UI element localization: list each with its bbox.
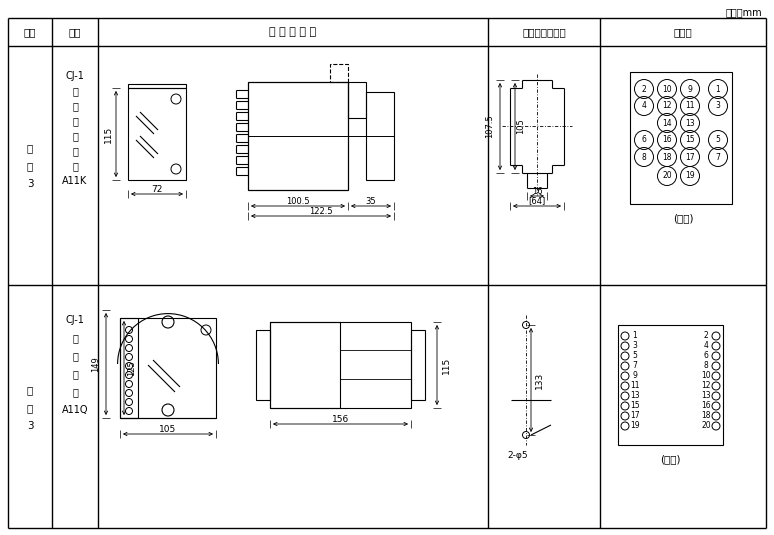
- Text: 19: 19: [685, 172, 695, 180]
- Text: CJ-1: CJ-1: [66, 71, 84, 81]
- Text: 9: 9: [632, 371, 638, 380]
- Text: 107.5: 107.5: [485, 114, 495, 139]
- Text: 11: 11: [685, 102, 695, 111]
- Text: 入: 入: [72, 101, 78, 111]
- Text: 端子图: 端子图: [673, 27, 693, 37]
- Text: 13: 13: [630, 392, 640, 401]
- Text: 12: 12: [663, 102, 672, 111]
- Text: 1: 1: [632, 332, 637, 340]
- Text: 图号: 图号: [24, 27, 36, 37]
- Text: 2-φ5: 2-φ5: [508, 450, 529, 460]
- Text: 6: 6: [704, 351, 708, 361]
- Text: 7: 7: [715, 152, 721, 162]
- Text: 10: 10: [663, 85, 672, 94]
- Text: 14: 14: [663, 118, 672, 127]
- Text: 15: 15: [630, 401, 640, 410]
- Text: 8: 8: [704, 362, 708, 371]
- Text: 17: 17: [630, 411, 640, 421]
- Text: 接: 接: [72, 146, 78, 156]
- Bar: [411, 330, 425, 400]
- Text: 板: 板: [72, 333, 78, 343]
- Text: 12: 12: [701, 381, 711, 391]
- Bar: [256, 330, 270, 400]
- Text: 线: 线: [72, 161, 78, 171]
- Bar: [120, 318, 138, 418]
- Bar: [330, 64, 348, 82]
- Text: 13: 13: [685, 118, 695, 127]
- Text: 20: 20: [663, 172, 672, 180]
- Text: 115: 115: [441, 356, 450, 373]
- Text: 8: 8: [642, 152, 646, 162]
- Bar: [618, 325, 723, 445]
- Text: 11: 11: [630, 381, 640, 391]
- Text: 2: 2: [704, 332, 708, 340]
- Text: 1: 1: [716, 85, 721, 94]
- Bar: [120, 318, 216, 418]
- Text: 式: 式: [72, 116, 78, 126]
- Text: 3: 3: [26, 179, 33, 189]
- Text: 图: 图: [27, 161, 33, 171]
- Text: 105: 105: [159, 424, 176, 433]
- Text: 156: 156: [332, 415, 349, 424]
- Bar: [128, 88, 186, 180]
- Text: 72: 72: [151, 185, 163, 194]
- Text: 115: 115: [104, 125, 112, 143]
- Text: 5: 5: [715, 135, 721, 144]
- Text: 16: 16: [701, 401, 711, 410]
- Text: 3: 3: [26, 421, 33, 431]
- Text: 35: 35: [365, 196, 376, 205]
- Text: 前: 前: [72, 351, 78, 361]
- Text: 外 形 尺 寸 图: 外 形 尺 寸 图: [269, 27, 317, 37]
- Text: 7: 7: [632, 362, 638, 371]
- Text: 133: 133: [535, 371, 543, 388]
- Text: 安装开孔尺寸图: 安装开孔尺寸图: [522, 27, 566, 37]
- Text: 附: 附: [27, 143, 33, 153]
- Text: 15: 15: [685, 135, 695, 144]
- Text: 17: 17: [685, 152, 695, 162]
- Text: 16: 16: [532, 187, 543, 195]
- Text: 20: 20: [701, 422, 711, 431]
- Text: A11Q: A11Q: [62, 405, 88, 415]
- Text: 149: 149: [91, 356, 101, 372]
- Bar: [366, 92, 394, 180]
- Text: 5: 5: [632, 351, 638, 361]
- Text: 2: 2: [642, 85, 646, 94]
- Bar: [630, 72, 732, 204]
- Text: 105: 105: [516, 119, 526, 134]
- Text: 18: 18: [663, 152, 672, 162]
- Text: 122.5: 122.5: [309, 207, 333, 216]
- Text: 18: 18: [701, 411, 711, 421]
- Text: 19: 19: [630, 422, 640, 431]
- Text: 线: 线: [72, 387, 78, 397]
- Text: 后: 后: [72, 131, 78, 141]
- Text: 接: 接: [72, 369, 78, 379]
- Text: 13: 13: [701, 392, 711, 401]
- Text: 单位：mm: 单位：mm: [725, 7, 762, 17]
- Text: 125: 125: [128, 360, 136, 376]
- Text: (前视): (前视): [660, 454, 681, 464]
- Bar: [270, 322, 411, 408]
- Bar: [128, 84, 186, 88]
- Text: 10: 10: [701, 371, 711, 380]
- Text: 嵌: 嵌: [72, 86, 78, 96]
- Text: 100.5: 100.5: [286, 196, 310, 205]
- Text: 3: 3: [632, 341, 638, 350]
- Text: CJ-1: CJ-1: [66, 315, 84, 325]
- Text: 3: 3: [715, 102, 721, 111]
- Text: 9: 9: [687, 85, 693, 94]
- Text: (背视): (背视): [673, 213, 694, 223]
- Text: 图: 图: [27, 403, 33, 413]
- Bar: [270, 322, 340, 408]
- Text: [64]: [64]: [529, 196, 546, 205]
- Bar: [248, 82, 348, 190]
- Text: A11K: A11K: [63, 176, 87, 186]
- Bar: [348, 82, 366, 118]
- Text: 6: 6: [642, 135, 646, 144]
- Text: 结构: 结构: [69, 27, 81, 37]
- Text: 16: 16: [663, 135, 672, 144]
- Text: 4: 4: [704, 341, 708, 350]
- Text: 4: 4: [642, 102, 646, 111]
- Text: 附: 附: [27, 385, 33, 395]
